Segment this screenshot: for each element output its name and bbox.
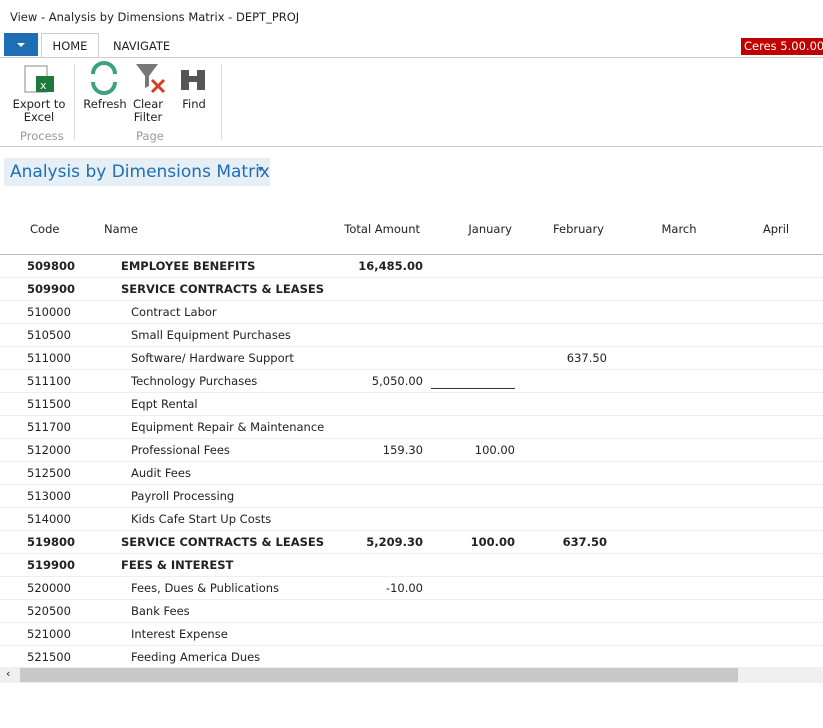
column-header: January: [468, 222, 512, 236]
ribbon-button[interactable]: Export to Excel: [12, 97, 66, 124]
cell-code: 513000: [27, 489, 71, 503]
cell-code: 519800: [27, 535, 76, 549]
cell-code: 511700: [27, 420, 71, 434]
row-rule: [0, 300, 823, 301]
cell-amount: 5,209.30: [366, 535, 423, 549]
cell-amount: -10.00: [385, 581, 423, 595]
row-rule: [0, 323, 823, 324]
cell-code: 510500: [27, 328, 71, 342]
row-rule: [0, 530, 823, 531]
badge: Ceres 5.00.00 D: [741, 38, 823, 55]
ribbon-button[interactable]: Clear Filter: [132, 97, 164, 124]
row-rule: [0, 392, 823, 393]
cell-code: 512500: [27, 466, 71, 480]
cell-name: Bank Fees: [131, 604, 190, 618]
cell-amount: 16,485.00: [358, 259, 423, 273]
row-rule: [0, 277, 823, 278]
cell-code: 520500: [27, 604, 71, 618]
column-header: April: [762, 222, 790, 236]
cell-name: FEES & INTEREST: [121, 558, 234, 572]
window-title: View - Analysis by Dimensions Matrix - D…: [10, 10, 300, 24]
column-header: Total Amount: [344, 222, 420, 236]
row-rule: [0, 438, 823, 439]
column-header: Name: [104, 222, 138, 236]
cell-code: 511500: [27, 397, 71, 411]
cell-code: 511100: [27, 374, 71, 388]
cell-amount: 159.30: [382, 443, 423, 457]
cell-name: Kids Cafe Start Up Costs: [131, 512, 272, 526]
row-rule: [0, 461, 823, 462]
row-rule: [0, 346, 823, 347]
cell-code: 509900: [27, 282, 76, 296]
cell-amount: 100.00: [470, 535, 515, 549]
cell-code: 520000: [27, 581, 71, 595]
cell-name: EMPLOYEE BENEFITS: [121, 259, 256, 273]
row-rule: [0, 415, 823, 416]
column-header: March: [661, 222, 697, 236]
row-rule: [0, 599, 823, 600]
row-rule: [0, 576, 823, 577]
cell-name: Interest Expense: [131, 627, 228, 641]
edit-cell: [431, 388, 515, 389]
tab[interactable]: NAVIGATE: [113, 39, 171, 53]
cell-name: Small Equipment Purchases: [131, 328, 291, 342]
cell-name: Equipment Repair & Maintenance: [131, 420, 325, 434]
cell-name: Professional Fees: [131, 443, 230, 457]
cell-code: 509800: [27, 259, 76, 273]
ribbon-button[interactable]: Refresh: [83, 97, 127, 111]
ribbon-button[interactable]: Find: [182, 97, 206, 111]
cell-amount: 5,050.00: [371, 374, 423, 388]
svg-text:x: x: [40, 79, 47, 92]
cell-amount: 100.00: [474, 443, 515, 457]
cell-code: 519900: [27, 558, 76, 572]
column-header: Code: [30, 222, 60, 236]
app-menu[interactable]: [4, 33, 38, 56]
row-rule: [0, 645, 823, 646]
row-rule: [0, 507, 823, 508]
cell-code: 510000: [27, 305, 71, 319]
cell-name: Fees, Dues & Publications: [131, 581, 280, 595]
cell-code: 521000: [27, 627, 71, 641]
column-header: February: [553, 222, 604, 236]
row-rule: [0, 553, 823, 554]
scrollbar[interactable]: ‹: [0, 667, 823, 683]
group-label: Page: [136, 129, 164, 143]
page-title[interactable]: Analysis by Dimensions Matrix: [10, 162, 270, 182]
cell-amount: 637.50: [562, 535, 607, 549]
cell-name: Software/ Hardware Support: [131, 351, 294, 365]
cell-code: 512000: [27, 443, 71, 457]
cell-name: Technology Purchases: [131, 374, 258, 388]
cell-code: 521500: [27, 650, 71, 664]
cell-code: 511000: [27, 351, 71, 365]
row-rule: [0, 622, 823, 623]
cell-name: Eqpt Rental: [131, 397, 198, 411]
row-rule: [0, 369, 823, 370]
tab[interactable]: HOME: [41, 33, 99, 58]
header-rule: [0, 254, 823, 255]
cell-name: Audit Fees: [131, 466, 191, 480]
cell-name: Payroll Processing: [131, 489, 235, 503]
cell-name: Feeding America Dues: [131, 650, 261, 664]
group-label: Process: [20, 129, 64, 143]
ribbon-icons: x: [24, 61, 205, 95]
cell-amount: 637.50: [566, 351, 607, 365]
cell-name: Contract Labor: [131, 305, 217, 319]
cell-name: SERVICE CONTRACTS & LEASES: [121, 535, 325, 549]
row-rule: [0, 484, 823, 485]
cell-name: SERVICE CONTRACTS & LEASES: [121, 282, 325, 296]
cell-code: 514000: [27, 512, 71, 526]
